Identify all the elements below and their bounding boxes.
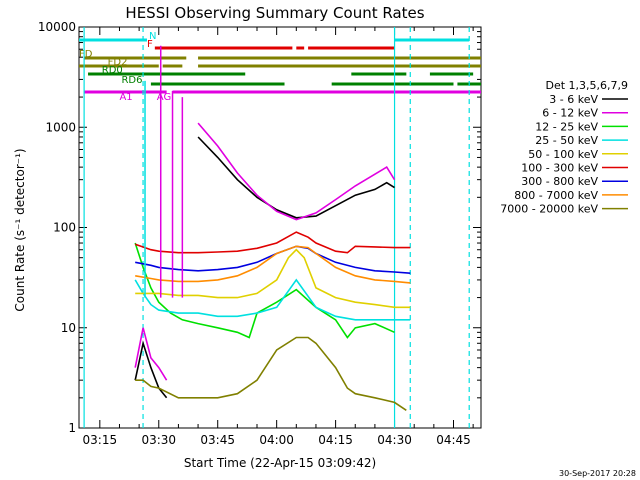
flag-label-fd: FD	[79, 49, 93, 60]
y-axis-label: Count Rate (s⁻¹ detector⁻¹)	[13, 148, 27, 311]
series-line-4	[135, 248, 411, 309]
count-rate-series	[134, 45, 411, 411]
series-line-5	[134, 231, 411, 254]
series-line-3	[134, 278, 411, 321]
x-tick-label: 03:45	[200, 433, 235, 447]
flag-label-rd0: RD0	[102, 65, 123, 76]
x-tick-label: 04:30	[377, 433, 412, 447]
legend-label: 3 - 6 keV	[549, 93, 598, 106]
y-tick-label: 10	[61, 321, 76, 335]
x-axis-label: Start Time (22-Apr-15 03:09:42)	[184, 456, 376, 470]
x-tick-label: 03:15	[83, 433, 118, 447]
chart-title: HESSI Observing Summary Count Rates	[125, 4, 424, 22]
axis-ticks: 03:15 03:30 03:45 04:00 04:15 04:30 04:45 1 10 10…	[38, 20, 481, 447]
flag-label-n: N	[149, 31, 156, 42]
legend-label: 7000 - 20000 keV	[500, 203, 598, 216]
x-tick-label: 04:00	[259, 433, 294, 447]
flag-label-a1: A1	[119, 92, 132, 103]
series-line-8	[135, 336, 407, 411]
y-tick-label: 100	[53, 221, 76, 235]
series-line-6	[135, 245, 411, 274]
plot-frame	[78, 26, 482, 429]
legend-label: 6 - 12 keV	[542, 107, 598, 120]
x-tick-label: 04:45	[436, 433, 471, 447]
y-tick-label: 10000	[38, 20, 76, 34]
flag-label-f: F	[147, 39, 153, 50]
x-tick-label: 04:15	[318, 433, 353, 447]
series-line-1	[134, 122, 396, 381]
series-line-2	[134, 242, 395, 339]
legend-label: 100 - 300 keV	[521, 162, 598, 175]
legend-label: 800 - 7000 keV	[514, 189, 598, 202]
timestamp: 30-Sep-2017 20:28	[559, 469, 636, 478]
y-tick-label: 1	[68, 421, 76, 435]
flag-label-rd6: RD6	[121, 75, 142, 86]
legend-label: 300 - 800 keV	[521, 175, 598, 188]
flag-label-fd2: FD2	[108, 57, 128, 68]
legend-label: 25 - 50 keV	[535, 134, 598, 147]
x-tick-label: 03:30	[141, 433, 176, 447]
legend-label: 12 - 25 keV	[535, 120, 598, 133]
y-tick-label: 1000	[45, 120, 76, 134]
attenuator-lines	[83, 27, 470, 428]
legend-title: Det 1,3,5,6,7,9	[545, 79, 628, 92]
legend-label: 50 - 100 keV	[528, 148, 598, 161]
flag-label-ag: AG	[157, 92, 171, 103]
